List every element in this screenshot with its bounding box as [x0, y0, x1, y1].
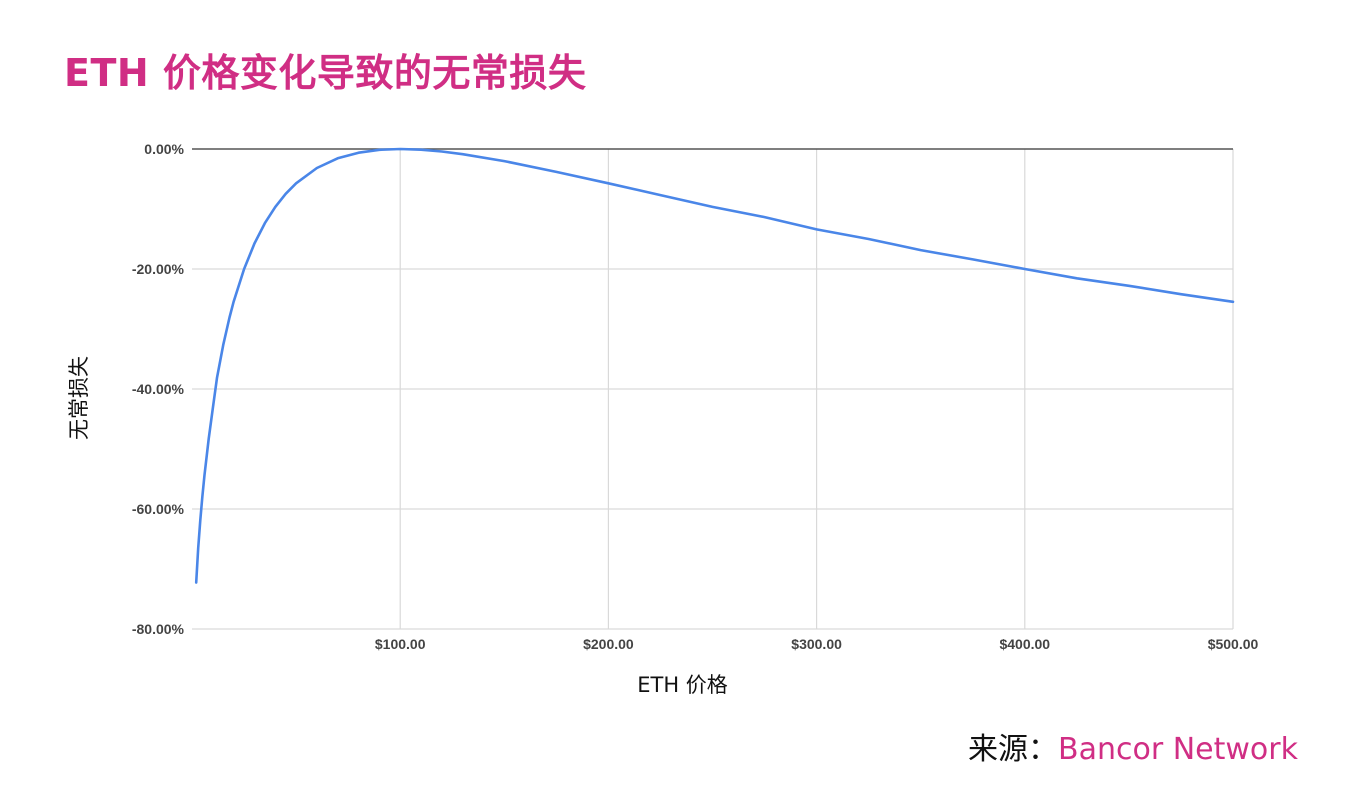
y-tick-label: -20.00% [132, 261, 185, 277]
y-axis-label: 无常损失 [67, 356, 91, 440]
y-tick-label: 0.00% [144, 141, 184, 157]
x-tick-label: $300.00 [791, 636, 842, 652]
x-tick-label: $500.00 [1208, 636, 1259, 652]
source-credit: 来源：Bancor Network [968, 724, 1298, 768]
grid-lines [192, 149, 1234, 630]
y-tick-label: -80.00% [132, 621, 185, 637]
source-name: Bancor Network [1058, 732, 1298, 767]
x-axis-label: ETH 价格 [637, 673, 728, 697]
series-line-0 [194, 147, 1235, 584]
x-tick-label: $100.00 [375, 636, 426, 652]
y-tick-label: -60.00% [132, 501, 185, 517]
x-tick-label: $200.00 [583, 636, 634, 652]
series-lines [194, 147, 1235, 584]
page-title: ETH 价格变化导致的无常损失 [64, 51, 587, 95]
source-label: 来源： [968, 732, 1059, 767]
y-tick-label: -40.00% [132, 381, 185, 397]
x-tick-label: $400.00 [999, 636, 1050, 652]
tick-labels: 0.00% -20.00% -40.00% -60.00% -80.00% $100.00… [67, 141, 1259, 697]
